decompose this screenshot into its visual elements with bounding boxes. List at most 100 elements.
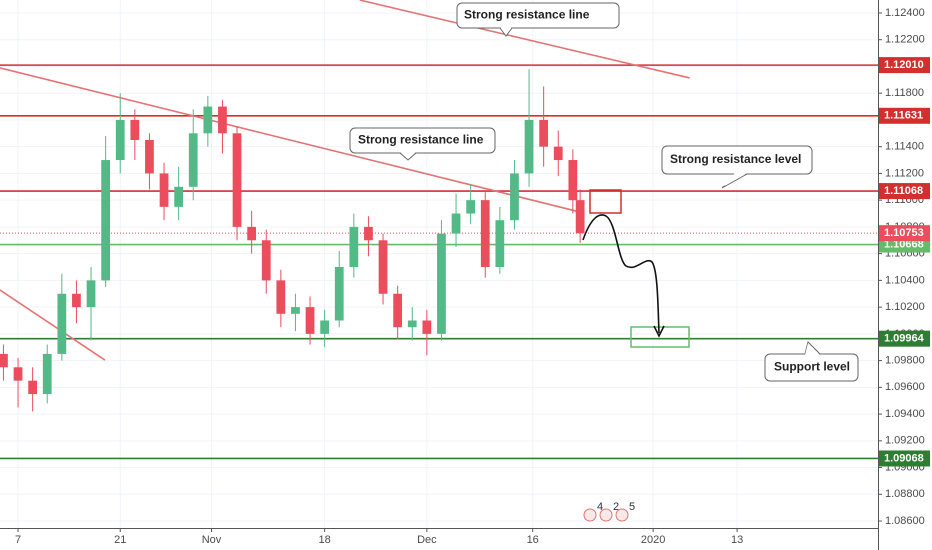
candle-body [261, 240, 271, 281]
x-tick-label: 16 [527, 534, 539, 546]
callout-box [456, 2, 620, 29]
y-tick-label: 1.12200 [885, 34, 925, 46]
annotations: Strong resistance line Strong resistance … [349, 2, 859, 522]
plot [0, 0, 878, 460]
candle-body [437, 233, 446, 334]
callout-tail-cover [805, 343, 820, 355]
candle-body [575, 200, 585, 234]
y-tick-label: 1.10200 [885, 301, 925, 313]
candle-body [247, 226, 257, 241]
price-tag-label: 1.12010 [884, 59, 924, 71]
x-tick-label: 2020 [641, 534, 665, 546]
event-count: 5 [629, 501, 635, 513]
candle-body [203, 106, 213, 134]
candle-body [378, 240, 388, 294]
event-count: 2 [613, 501, 619, 513]
candle-body [510, 173, 519, 221]
y-tick-label: 1.12400 [885, 7, 925, 19]
y-tick-label: 1.11400 [885, 141, 924, 153]
candle-body [480, 200, 490, 268]
candle-body [553, 146, 563, 161]
candle-body [101, 160, 111, 281]
callout-tail-cover [722, 173, 747, 187]
candle-body [407, 320, 417, 328]
x-tick-label: 7 [15, 534, 21, 546]
price-tag [879, 57, 930, 74]
candle-body [276, 280, 286, 314]
callout-box [349, 127, 496, 154]
candle-body [13, 367, 23, 381]
trend-line [0, 67, 581, 213]
price-tag-label: 1.10753 [884, 227, 924, 239]
price-tag [879, 330, 930, 347]
price-tag-label: 1.09068 [884, 452, 924, 464]
candle-body [130, 119, 140, 140]
candle-body [305, 307, 315, 334]
callout-text: Strong resistance line [464, 8, 590, 22]
y-tick-label: 1.08800 [885, 488, 925, 500]
callout-tail-cover [400, 152, 416, 159]
candle-body [466, 200, 476, 214]
y-tick-label: 1.09400 [885, 408, 925, 420]
callout-tail-cover [500, 27, 512, 35]
candle-body [72, 293, 81, 308]
y-tick-label: 1.11800 [885, 87, 924, 99]
x-tick-label: 18 [319, 534, 331, 546]
x-tick-label: Nov [202, 534, 222, 546]
x-tick-label: Dec [417, 534, 437, 546]
candle-body [42, 353, 52, 395]
target-box [589, 189, 622, 214]
price-tag-label: 1.09964 [884, 333, 925, 345]
price-tag [879, 183, 930, 200]
candle-body [28, 380, 38, 395]
callout-text: Strong resistance line [358, 133, 484, 147]
candle-body [232, 133, 242, 227]
y-tick-label: 1.09800 [885, 355, 925, 367]
candle-body [334, 267, 344, 321]
candle-body [57, 293, 67, 354]
candle-body [539, 119, 549, 147]
price-axis: 1.124001.122001.120001.118001.116001.114… [878, 0, 932, 550]
y-tick-label: 1.09200 [885, 435, 925, 447]
event-icon [583, 508, 597, 522]
event-icon [599, 508, 613, 522]
y-tick-label: 1.09600 [885, 381, 925, 393]
arrow-head [653, 325, 665, 338]
price-tag [879, 225, 930, 242]
candle-body [291, 307, 300, 314]
candle-body [568, 160, 578, 201]
candle-body [174, 186, 184, 207]
price-tag-label: 1.11068 [884, 185, 923, 197]
price-tag [879, 107, 930, 124]
price-tag-label: 1.10668 [884, 238, 924, 250]
candle-body [524, 119, 534, 174]
x-tick-label: 13 [731, 534, 743, 546]
trend-line [0, 289, 106, 361]
y-tick-label: 1.08600 [885, 515, 925, 527]
candle-body [159, 173, 169, 207]
x-tick-label: 21 [114, 534, 126, 546]
callout-text: Strong resistance level [670, 152, 801, 166]
event-icon [615, 508, 629, 522]
price-tag [879, 450, 930, 467]
candle-body [115, 119, 125, 161]
candle-body [218, 106, 227, 134]
candle-body [320, 320, 330, 334]
price-tag-label: 1.11631 [884, 110, 923, 122]
candle-body [349, 226, 359, 268]
y-tick-label: 1.11200 [885, 167, 924, 179]
candle-body [422, 320, 432, 334]
callout-text: Support level [774, 360, 850, 374]
candle-body [451, 213, 461, 234]
projection-arrow [582, 214, 660, 334]
candle-body [495, 220, 505, 268]
support-box [630, 326, 690, 348]
candle-body [0, 353, 8, 368]
event-count: 4 [597, 501, 603, 513]
candle-body [188, 133, 198, 187]
candle-body [86, 280, 96, 308]
candle-body [145, 139, 154, 174]
y-tick-label: 1.10400 [885, 274, 925, 286]
trend-line [359, 0, 690, 79]
